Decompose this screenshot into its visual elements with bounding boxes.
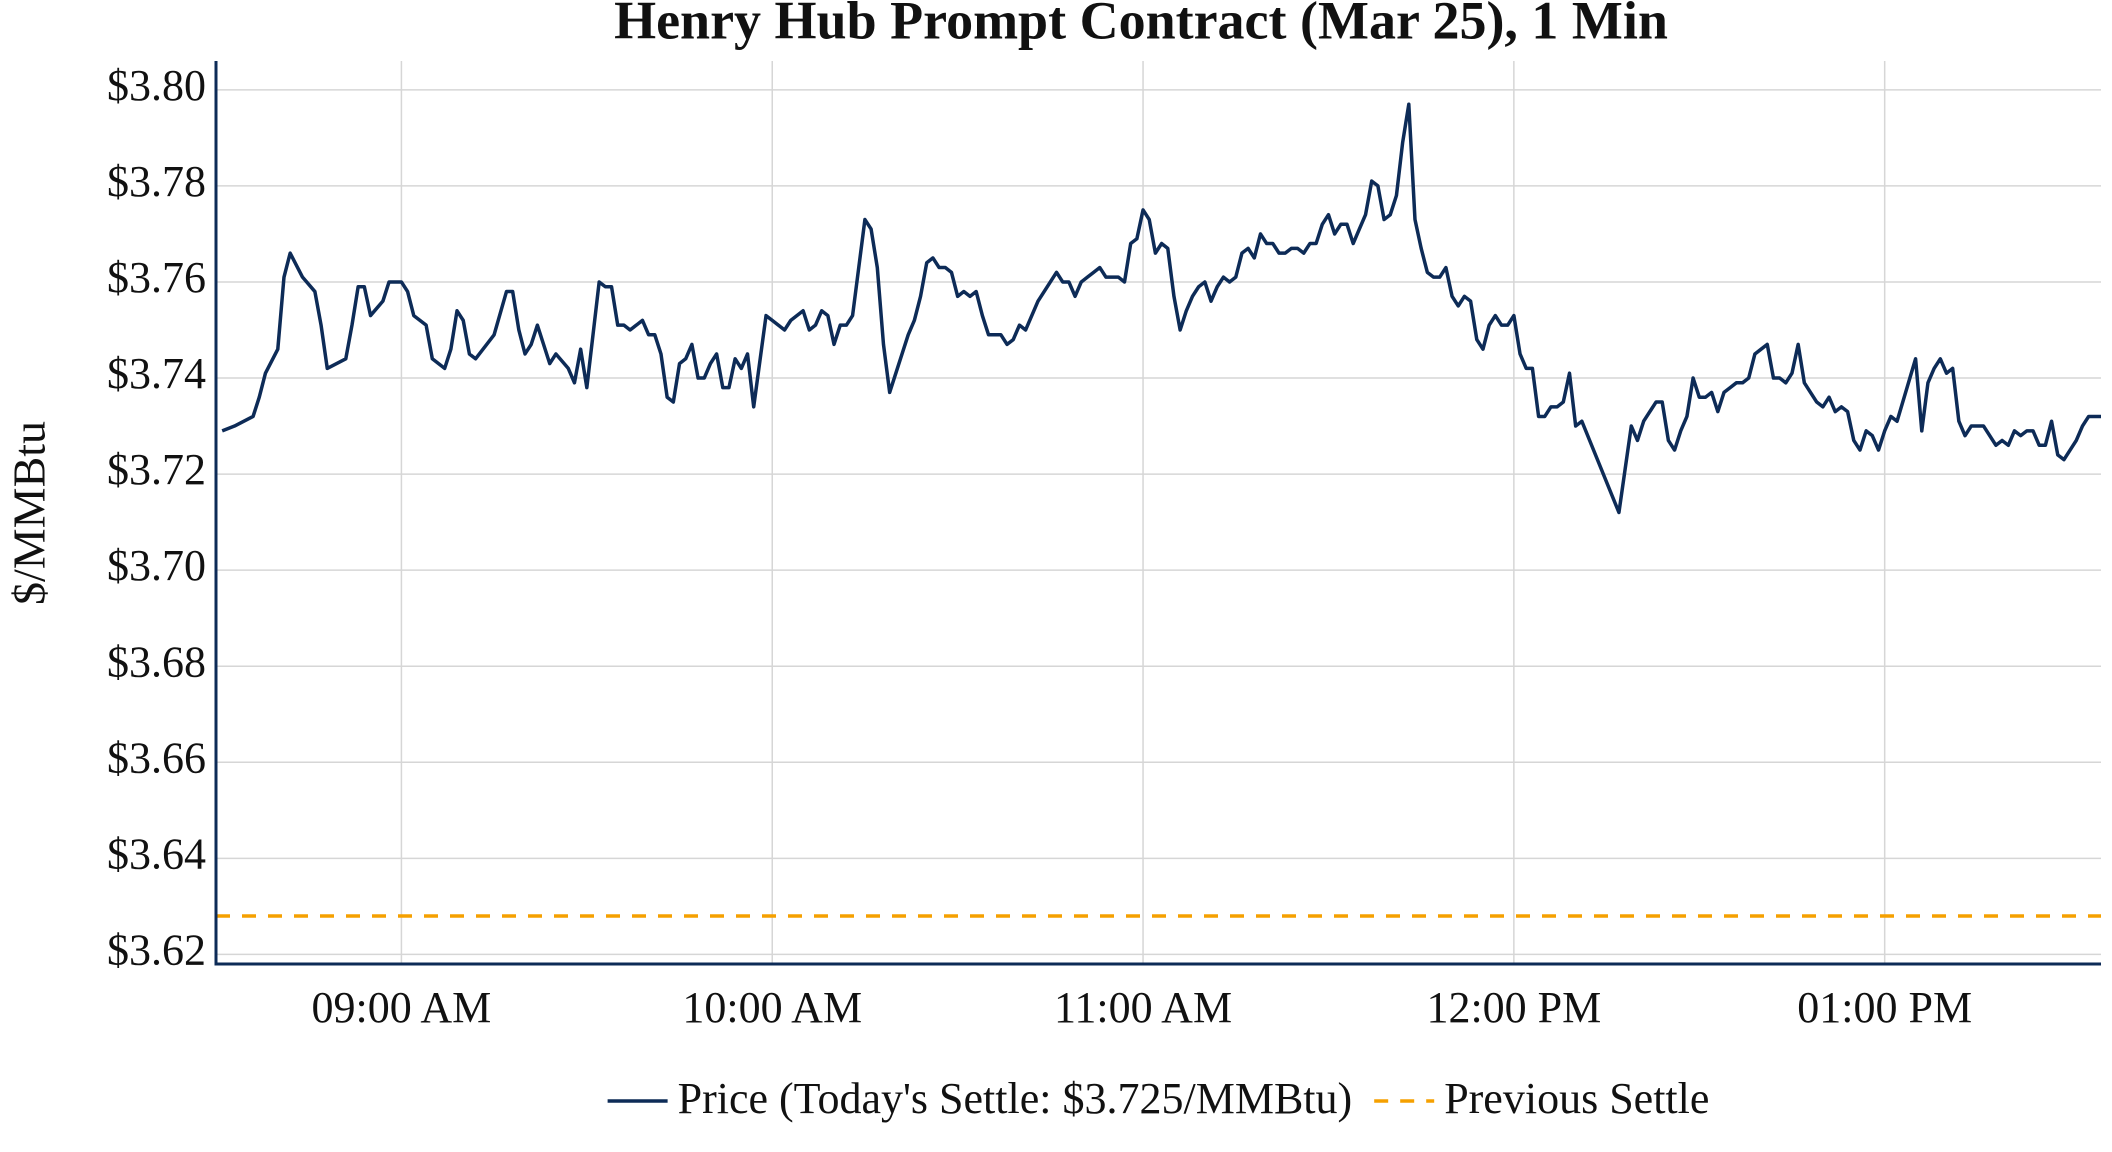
y-tick-label: $3.62 [107, 925, 206, 974]
grid [216, 61, 2101, 964]
chart-title: Henry Hub Prompt Contract (Mar 25), 1 Mi… [614, 0, 1668, 50]
x-tick-label: 10:00 AM [682, 983, 862, 1032]
legend: Price (Today's Settle: $3.725/MMBtu) Prev… [607, 1074, 1709, 1123]
price-line [221, 102, 2101, 515]
y-tick-label: $3.68 [107, 637, 206, 686]
y-tick-label: $3.64 [107, 829, 206, 878]
x-tick-label: 09:00 AM [312, 983, 492, 1032]
y-tick-label: $3.66 [107, 733, 206, 782]
y-axis-label: $/MMBtu [4, 421, 55, 605]
y-tick-label: $3.76 [107, 253, 206, 302]
y-tick-label: $3.70 [107, 541, 206, 590]
legend-label: Previous Settle [1444, 1074, 1709, 1123]
x-tick-label: 11:00 AM [1054, 983, 1232, 1032]
y-tick-label: $3.72 [107, 445, 206, 494]
legend-label: Price (Today's Settle: $3.725/MMBtu) [678, 1074, 1353, 1123]
x-tick-label: 12:00 PM [1426, 983, 1601, 1032]
y-tick-label: $3.78 [107, 157, 206, 206]
x-tick-label: 01:00 PM [1797, 983, 1972, 1032]
y-tick-label: $3.80 [107, 61, 206, 110]
y-tick-label: $3.74 [107, 349, 206, 398]
